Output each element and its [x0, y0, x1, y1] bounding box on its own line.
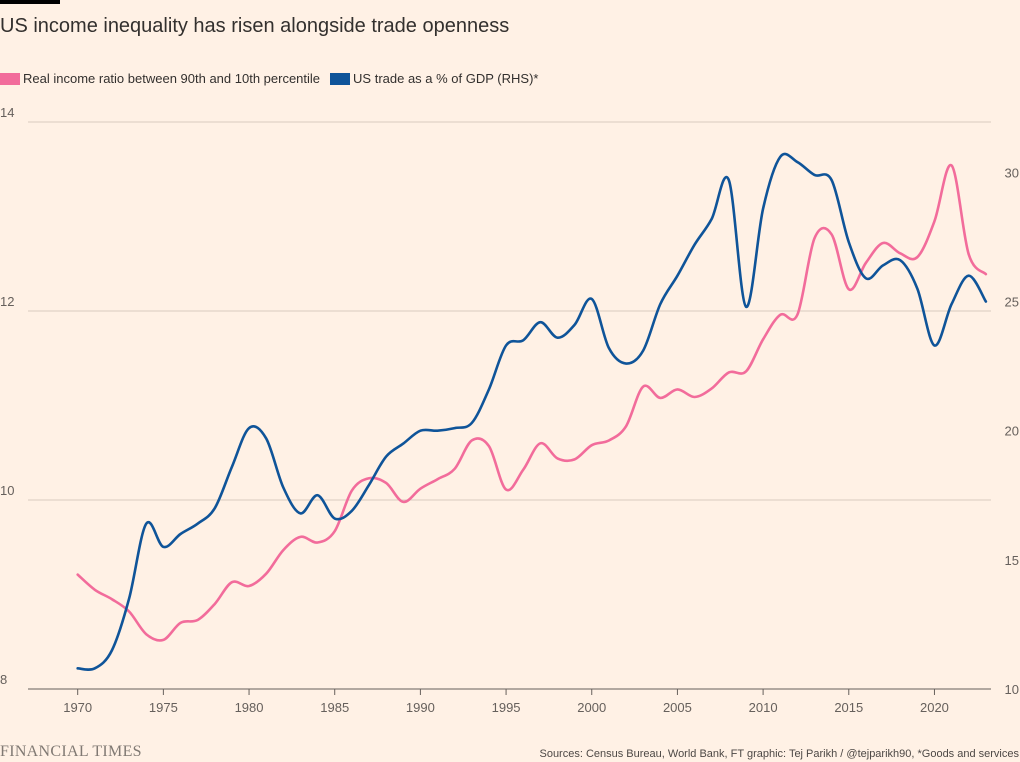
y-right-tick-label-15: 15: [1005, 553, 1019, 568]
series-line-income-ratio: [76, 164, 988, 642]
y-left-tick-label-14: 14: [0, 105, 14, 120]
x-tick-label-1985: 1985: [320, 700, 349, 715]
x-tick-label-1990: 1990: [406, 700, 435, 715]
y-right-tick-label-20: 20: [1005, 424, 1019, 439]
x-tick-label-1980: 1980: [235, 700, 264, 715]
x-tick-label-2015: 2015: [834, 700, 863, 715]
x-tick-label-2020: 2020: [920, 700, 949, 715]
y-right-tick-label-10: 10: [1005, 682, 1019, 697]
legend-item-income-ratio: Real income ratio between 90th and 10th …: [0, 71, 320, 86]
y-left-tick-label-10: 10: [0, 483, 14, 498]
chart-title: US income inequality has risen alongside…: [0, 15, 510, 37]
legend-swatch-trade: [330, 72, 351, 85]
line-chart: 8 10 12 14 10 15 20 25 30 1970 1975 1980 1985 1990 199…: [0, 105, 1019, 715]
x-tick-label-1970: 1970: [63, 700, 92, 715]
series-line-trade: [76, 152, 988, 671]
y-left-tick-label-8: 8: [0, 672, 7, 687]
y-right-tick-label-30: 30: [1005, 165, 1019, 180]
x-tick-label-2005: 2005: [663, 700, 692, 715]
x-tick-label-1995: 1995: [492, 700, 521, 715]
legend: Real income ratio between 90th and 10th …: [0, 71, 548, 86]
x-tick-label-2000: 2000: [577, 700, 606, 715]
legend-label-income-ratio: Real income ratio between 90th and 10th …: [23, 71, 321, 86]
ft-top-bar: [0, 0, 60, 4]
y-left-tick-label-12: 12: [0, 294, 14, 309]
x-tick-label-2010: 2010: [749, 700, 778, 715]
y-right-tick-label-25: 25: [1005, 295, 1019, 310]
legend-label-trade: US trade as a % of GDP (RHS)*: [353, 71, 539, 86]
legend-swatch-income-ratio: [0, 72, 20, 85]
ft-logo-text: FINANCIAL TIMES: [0, 743, 142, 760]
source-note: Sources: Census Bureau, World Bank, FT g…: [539, 748, 1019, 760]
x-tick-label-1975: 1975: [149, 700, 178, 715]
legend-item-trade: US trade as a % of GDP (RHS)*: [330, 71, 538, 86]
